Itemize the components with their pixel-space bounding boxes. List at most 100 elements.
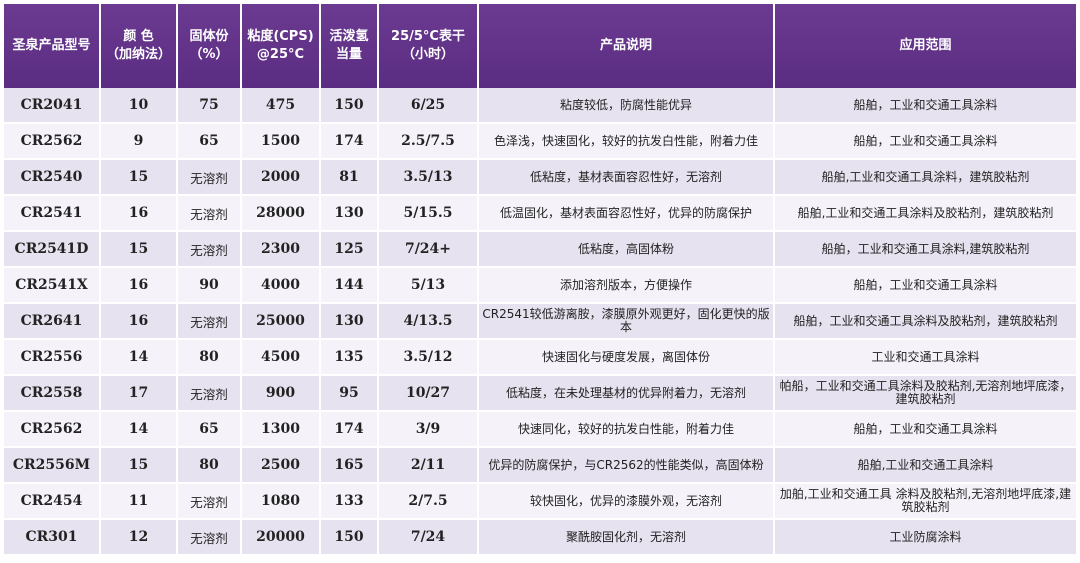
cell-color: 16 (100, 267, 178, 304)
header-viscosity: 粘度(CPS) @25°C (241, 4, 321, 88)
cell-model: CR2454 (4, 483, 101, 520)
header-color: 颜 色 （加纳法） (100, 4, 178, 88)
cell-description: 优异的防腐保护，与CR2562的性能类似，高固体粉 (478, 447, 775, 484)
table-row: CR2541D 15 无溶剂 2300 125 7/24+ 低粘度，高固体粉 船舶，工业和交通… (4, 231, 1076, 268)
cell-color: 14 (100, 411, 178, 448)
cell-solid: 无溶剂 (177, 231, 242, 268)
cell-model: CR2641 (4, 303, 101, 340)
cell-description: 低粘度，高固体粉 (478, 231, 775, 268)
cell-description: CR2541较低游离胺，漆膜原外观更好，固化更快的版本 (478, 303, 775, 340)
cell-model: CR2558 (4, 375, 101, 412)
cell-viscosity: 4500 (241, 339, 321, 376)
cell-usage: 船舶，工业和交通工具涂料,建筑胶粘剂 (774, 231, 1076, 268)
cell-color: 16 (100, 303, 178, 340)
header-row: 圣泉产品型号 颜 色 （加纳法） 固体份 （%） 粘度(CPS) @25°C 活… (4, 4, 1076, 88)
cell-dry-time: 2/7.5 (378, 483, 479, 520)
table-row: CR2562 9 65 1500 174 2.5/7.5 色泽浅，快速固化，较好的抗发白性能… (4, 123, 1076, 160)
cell-description: 较快固化，优异的漆膜外观，无溶剂 (478, 483, 775, 520)
cell-h-equivalent: 174 (320, 123, 379, 160)
cell-description: 快速同化，较好的抗发白性能，附着力佳 (478, 411, 775, 448)
cell-viscosity: 2300 (241, 231, 321, 268)
table-row: CR2540 15 无溶剂 2000 81 3.5/13 低粘度，基材表面容忍性好，无溶剂船… (4, 159, 1076, 196)
cell-viscosity: 475 (241, 88, 321, 124)
cell-usage: 船舶，工业和交通工具涂料 (774, 88, 1076, 124)
cell-model: CR2556 (4, 339, 101, 376)
cell-model: CR2556M (4, 447, 101, 484)
cell-model: CR2541D (4, 231, 101, 268)
table-body: CR2041 10 75 475 150 6/25 粘度较低，防腐性能优异 船舶，工业和交通工… (4, 88, 1076, 556)
cell-viscosity: 1500 (241, 123, 321, 160)
header-dry-time: 25/5°C表干 （小时） (378, 4, 479, 88)
cell-solid: 无溶剂 (177, 519, 242, 556)
cell-viscosity: 2000 (241, 159, 321, 196)
cell-viscosity: 2500 (241, 447, 321, 484)
cell-description: 色泽浅，快速固化，较好的抗发白性能，附着力佳 (478, 123, 775, 160)
cell-dry-time: 7/24 (378, 519, 479, 556)
cell-solid: 75 (177, 88, 242, 124)
cell-solid: 无溶剂 (177, 375, 242, 412)
cell-viscosity: 1300 (241, 411, 321, 448)
header-h-equivalent: 活泼氢 当量 (320, 4, 379, 88)
table-row: CR2541X 16 90 4000 144 5/13 添加溶剂版本，方便操作 船舶，工业和交… (4, 267, 1076, 304)
cell-solid: 无溶剂 (177, 483, 242, 520)
cell-usage: 工业防腐涂料 (774, 519, 1076, 556)
cell-viscosity: 20000 (241, 519, 321, 556)
table-row: CR2541 16 无溶剂 28000 130 5/15.5 低温固化，基材表面容忍性好，优… (4, 195, 1076, 232)
cell-h-equivalent: 135 (320, 339, 379, 376)
table-row: CR2556 14 80 4500 135 3.5/12 快速固化与硬度发展，离固体份 工业和… (4, 339, 1076, 376)
table-row: CR2641 16 无溶剂 25000 130 4/13.5 CR2541较低游离胺，漆膜原… (4, 303, 1076, 340)
cell-description: 粘度较低，防腐性能优异 (478, 88, 775, 124)
cell-description: 快速固化与硬度发展，离固体份 (478, 339, 775, 376)
cell-dry-time: 5/13 (378, 267, 479, 304)
cell-model: CR301 (4, 519, 101, 556)
cell-color: 15 (100, 447, 178, 484)
cell-color: 12 (100, 519, 178, 556)
cell-color: 11 (100, 483, 178, 520)
cell-usage: 船舶,工业和交通工具涂料，建筑胶粘剂 (774, 159, 1076, 196)
cell-description: 低温固化，基材表面容忍性好，优异的防腐保护 (478, 195, 775, 232)
cell-usage: 船舶，工业和交通工具涂料及胶粘剂，建筑胶粘剂 (774, 303, 1076, 340)
cell-h-equivalent: 150 (320, 88, 379, 124)
cell-color: 10 (100, 88, 178, 124)
table-row: CR2558 17 无溶剂 900 95 10/27 低粘度，在未处理基材的优异附着力，无溶… (4, 375, 1076, 412)
cell-solid: 80 (177, 339, 242, 376)
cell-color: 15 (100, 231, 178, 268)
cell-dry-time: 10/27 (378, 375, 479, 412)
cell-color: 9 (100, 123, 178, 160)
cell-usage: 工业和交通工具涂料 (774, 339, 1076, 376)
cell-h-equivalent: 174 (320, 411, 379, 448)
cell-dry-time: 3.5/13 (378, 159, 479, 196)
table-row: CR301 12 无溶剂 20000 150 7/24 聚酰胺固化剂，无溶剂 工业防腐涂料 (4, 519, 1076, 556)
header-usage: 应用范围 (774, 4, 1076, 88)
cell-usage: 加舶,工业和交通工具 涂料及胶粘剂,无溶剂地坪底漆,建筑胶粘剂 (774, 483, 1076, 520)
product-table-container: 圣泉产品型号 颜 色 （加纳法） 固体份 （%） 粘度(CPS) @25°C 活… (4, 4, 1076, 559)
cell-model: CR2562 (4, 123, 101, 160)
cell-model: CR2562 (4, 411, 101, 448)
cell-dry-time: 7/24+ (378, 231, 479, 268)
cell-color: 15 (100, 159, 178, 196)
cell-h-equivalent: 130 (320, 303, 379, 340)
cell-model: CR2541X (4, 267, 101, 304)
cell-solid: 无溶剂 (177, 159, 242, 196)
cell-usage: 船舶，工业和交通工具涂料 (774, 267, 1076, 304)
cell-color: 16 (100, 195, 178, 232)
cell-viscosity: 28000 (241, 195, 321, 232)
cell-dry-time: 3.5/12 (378, 339, 479, 376)
cell-usage: 船舶，工业和交通工具涂料 (774, 123, 1076, 160)
cell-h-equivalent: 95 (320, 375, 379, 412)
cell-h-equivalent: 144 (320, 267, 379, 304)
cell-model: CR2041 (4, 88, 101, 124)
cell-model: CR2541 (4, 195, 101, 232)
table-row: CR2041 10 75 475 150 6/25 粘度较低，防腐性能优异 船舶，工业和交通工… (4, 88, 1076, 124)
cell-solid: 65 (177, 123, 242, 160)
cell-solid: 65 (177, 411, 242, 448)
cell-viscosity: 4000 (241, 267, 321, 304)
header-description: 产品说明 (478, 4, 775, 88)
cell-description: 低粘度，基材表面容忍性好，无溶剂 (478, 159, 775, 196)
cell-h-equivalent: 125 (320, 231, 379, 268)
cell-solid: 无溶剂 (177, 195, 242, 232)
cell-usage: 船舶，工业和交通工具涂料 (774, 411, 1076, 448)
cell-dry-time: 4/13.5 (378, 303, 479, 340)
cell-usage: 船舶,工业和交通工具涂料及胶粘剂，建筑胶粘剂 (774, 195, 1076, 232)
cell-description: 添加溶剂版本，方便操作 (478, 267, 775, 304)
